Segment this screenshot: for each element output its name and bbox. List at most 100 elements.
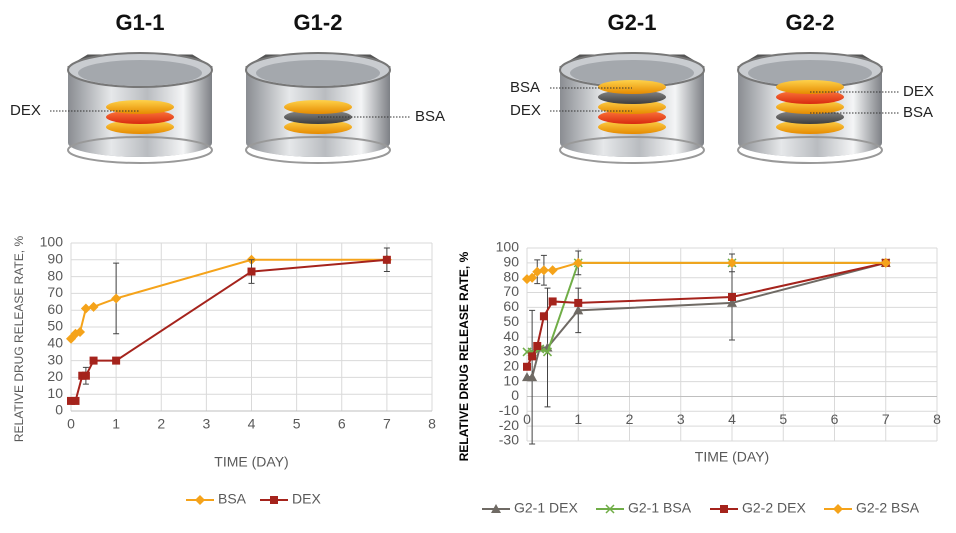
marker — [67, 396, 75, 405]
y-tick-label: 50 — [47, 318, 63, 334]
x-tick-label: 1 — [574, 411, 582, 427]
x-tick-label: 5 — [293, 416, 301, 432]
x-tick-label: 2 — [626, 411, 634, 427]
series-line — [71, 258, 387, 402]
y-tick-label: 40 — [503, 328, 519, 344]
y-tick-label: 0 — [511, 387, 519, 403]
drug-layer — [598, 110, 666, 124]
y-tick-label: -10 — [499, 402, 519, 418]
marker — [727, 297, 737, 307]
y-tick-label: 80 — [503, 268, 519, 284]
x-tick-label: 3 — [677, 411, 685, 427]
drug-layer — [106, 110, 174, 124]
y-tick-label: 10 — [503, 372, 519, 388]
drug-layer — [776, 90, 844, 104]
layer-label: DEX — [10, 102, 41, 119]
x-tick-label: 8 — [933, 411, 941, 427]
legend-marker — [195, 495, 205, 505]
series-line — [527, 261, 887, 379]
marker — [71, 396, 80, 405]
legend-marker — [491, 504, 501, 513]
y-tick-label: -30 — [499, 432, 519, 448]
y-tick-label: 30 — [503, 343, 519, 359]
marker — [528, 352, 537, 361]
diagram-title: G1-2 — [294, 10, 343, 35]
drug-layer — [598, 120, 666, 134]
y-tick-label: 10 — [47, 385, 63, 401]
pot-lip — [67, 136, 213, 164]
x-tick-label: 6 — [338, 416, 346, 432]
layer-label: DEX — [903, 83, 934, 100]
y-tick-label: 70 — [503, 283, 519, 299]
x-tick-label: 1 — [112, 416, 120, 432]
x-tick-label: 4 — [248, 416, 256, 432]
marker — [81, 371, 90, 380]
layer-label: BSA — [510, 79, 540, 96]
diagram-title: G2-2 — [786, 10, 835, 35]
marker — [523, 362, 531, 371]
drug-layer — [284, 100, 352, 114]
drug-layer — [106, 120, 174, 134]
x-tick-label: 2 — [157, 416, 165, 432]
legend-label: G2-2 BSA — [856, 500, 920, 516]
x-tick-label: 7 — [383, 416, 391, 432]
layer-label: DEX — [510, 102, 541, 119]
legend-marker — [720, 505, 728, 513]
legend-marker — [605, 504, 615, 514]
layer-label: BSA — [415, 108, 445, 125]
marker — [80, 303, 91, 314]
x-tick-label: 6 — [831, 411, 839, 427]
y-tick-label: 20 — [47, 368, 63, 384]
y-tick-label: 100 — [496, 239, 520, 255]
y-tick-label: 60 — [503, 298, 519, 314]
legend-marker — [833, 504, 843, 514]
layer-label: BSA — [903, 104, 933, 121]
y-tick-label: 70 — [47, 284, 63, 300]
legend-marker — [270, 496, 278, 504]
pot-inner — [748, 60, 872, 86]
y-tick-label: 50 — [503, 313, 519, 329]
legend-label: G2-2 DEX — [742, 500, 806, 516]
marker — [89, 356, 98, 365]
x-tick-label: 8 — [428, 416, 436, 432]
y-tick-label: 60 — [47, 301, 63, 317]
x-tick-label: 0 — [67, 416, 75, 432]
drug-layer — [776, 110, 844, 124]
marker — [88, 301, 99, 312]
drug-layer — [598, 100, 666, 114]
drug-layer — [776, 80, 844, 94]
pot-lip — [245, 136, 391, 164]
pot-inner — [78, 60, 202, 86]
y-tick-label: -20 — [499, 417, 519, 433]
pot-inner — [256, 60, 380, 86]
marker — [574, 298, 583, 307]
x-tick-label: 5 — [779, 411, 787, 427]
drug-layer — [776, 120, 844, 134]
pot-inner — [570, 60, 694, 86]
diagram-title: G2-1 — [608, 10, 657, 35]
marker — [542, 347, 553, 357]
marker — [727, 257, 737, 268]
marker — [573, 305, 584, 315]
x-tick-label: 3 — [202, 416, 210, 432]
marker — [533, 341, 542, 350]
marker — [527, 372, 538, 382]
x-tick-label: 0 — [523, 411, 531, 427]
marker — [247, 267, 256, 276]
drug-layer — [284, 120, 352, 134]
legend-label: G2-1 BSA — [628, 500, 692, 516]
drug-layer — [598, 80, 666, 94]
legend-label: DEX — [292, 491, 321, 507]
marker — [539, 312, 548, 321]
marker — [548, 297, 557, 306]
y-tick-label: 90 — [47, 251, 63, 267]
x-tick-label: 7 — [882, 411, 890, 427]
marker — [547, 265, 558, 276]
y-tick-label: 40 — [47, 335, 63, 351]
y-tick-label: 100 — [40, 234, 64, 250]
marker — [573, 257, 584, 268]
marker — [382, 255, 391, 264]
marker — [880, 257, 891, 268]
diagram-title: G1-1 — [116, 10, 165, 35]
